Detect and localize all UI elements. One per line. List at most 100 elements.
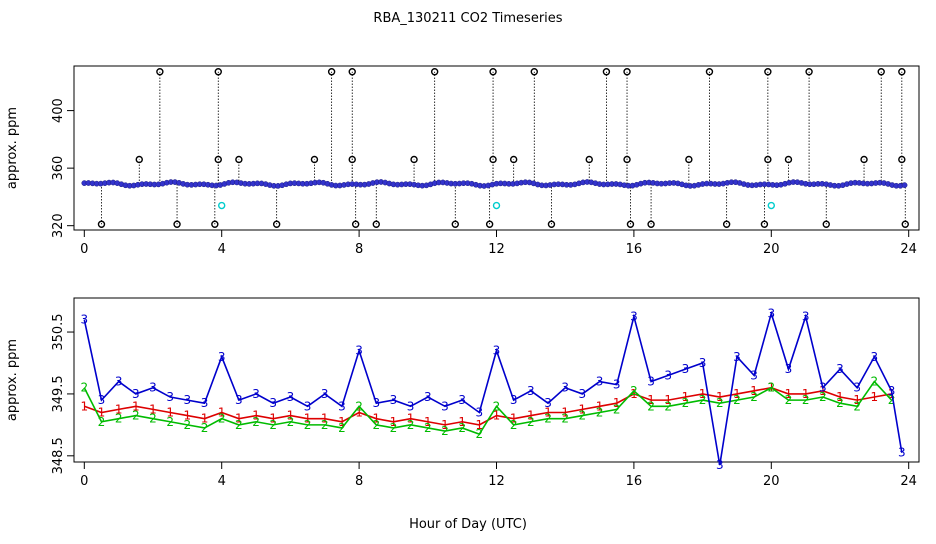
series-2-marker: 2 xyxy=(613,402,621,416)
mid-outlier-point xyxy=(898,155,906,164)
series-2-marker: 2 xyxy=(819,390,827,404)
y-tick-label: 348.5 xyxy=(51,437,66,474)
series-3-marker: 3 xyxy=(664,368,672,382)
series-3-marker: 3 xyxy=(716,458,724,472)
series-3-marker: 3 xyxy=(476,405,484,419)
series-2-marker: 2 xyxy=(682,396,690,410)
raw-data-point xyxy=(901,182,908,188)
mid-outlier-point xyxy=(764,155,772,164)
series-1-marker: 1 xyxy=(355,405,363,419)
high-outlier-point xyxy=(348,68,356,76)
high-outlier-point xyxy=(623,68,631,76)
series-3-marker: 3 xyxy=(269,396,277,410)
cyan-point xyxy=(492,201,501,210)
series-1-marker: 1 xyxy=(579,402,587,416)
series-3-marker: 3 xyxy=(166,390,174,404)
mid-outlier-point xyxy=(214,155,222,164)
series-2-marker: 2 xyxy=(458,421,466,435)
series-1-marker: 1 xyxy=(819,384,827,398)
series-3-line xyxy=(83,310,903,466)
series-2-marker: 2 xyxy=(476,427,484,441)
series-2-marker: 2 xyxy=(750,390,758,404)
series-3-marker: 3 xyxy=(836,362,844,376)
x-tick-label: 8 xyxy=(355,474,363,489)
mid-outlier-point xyxy=(135,155,143,164)
series-2-marker: 2 xyxy=(269,418,277,432)
low-outlier-point xyxy=(547,220,556,228)
series-1-marker: 1 xyxy=(544,405,552,419)
low-outlier-point xyxy=(451,220,459,228)
series-3-marker: 3 xyxy=(819,381,827,395)
low-outlier-point xyxy=(97,220,106,228)
series-3-marker: 3 xyxy=(235,393,243,407)
series-3-marker: 3 xyxy=(613,378,621,392)
series-2-marker: 2 xyxy=(287,415,295,429)
series-2-marker: 2 xyxy=(871,375,879,389)
mid-outlier-point xyxy=(410,155,418,164)
series-3-marker: 3 xyxy=(544,396,552,410)
mid-outlier-point xyxy=(860,155,868,164)
series-1-marker: 1 xyxy=(785,387,793,401)
series-3-marker: 3 xyxy=(115,375,123,389)
high-outlier-point xyxy=(805,68,813,76)
series-2-marker: 2 xyxy=(201,421,209,435)
series-1-marker: 1 xyxy=(407,412,415,426)
series-2-marker: 2 xyxy=(98,415,106,429)
high-outlier-point xyxy=(214,68,222,76)
x-tick-label: 24 xyxy=(900,242,917,257)
high-outlier-point xyxy=(327,68,336,76)
series-3-marker: 3 xyxy=(682,362,690,376)
series-2-marker: 2 xyxy=(888,393,896,407)
series-3-marker: 3 xyxy=(802,310,810,324)
series-3-marker: 3 xyxy=(596,375,604,389)
high-outlier-point xyxy=(156,68,164,76)
y-axis-label: approx. ppm xyxy=(5,339,20,421)
series-2-marker: 2 xyxy=(664,399,672,413)
x-tick-label: 24 xyxy=(900,474,917,489)
series-3-marker: 3 xyxy=(424,390,432,404)
high-outlier-point xyxy=(602,68,611,76)
series-1-marker: 1 xyxy=(235,412,243,426)
low-outlier-point xyxy=(211,220,219,228)
y-tick-label: 360 xyxy=(51,156,66,181)
series-1-marker: 1 xyxy=(458,415,466,429)
series-2-marker: 2 xyxy=(184,418,192,432)
series-3-marker: 3 xyxy=(458,393,466,407)
x-tick-label: 12 xyxy=(488,242,505,257)
series-2-marker: 2 xyxy=(407,418,415,432)
x-tick-label: 20 xyxy=(763,242,780,257)
series-1-marker: 1 xyxy=(853,393,861,407)
high-outlier-point xyxy=(877,68,885,76)
series-3-marker: 3 xyxy=(218,350,226,364)
series-1-marker: 1 xyxy=(115,402,123,416)
series-3-marker: 3 xyxy=(338,399,346,413)
low-outlier-point xyxy=(722,220,731,228)
series-2-marker: 2 xyxy=(441,424,449,438)
x-tick-label: 0 xyxy=(80,242,88,257)
series-1-marker: 1 xyxy=(390,415,398,429)
series-1-marker: 1 xyxy=(321,412,329,426)
y-axis-label: approx. ppm xyxy=(5,107,20,189)
series-1-marker: 1 xyxy=(716,390,724,404)
series-3-marker: 3 xyxy=(321,387,329,401)
series-1-marker: 1 xyxy=(613,396,621,410)
x-axis-label: Hour of Day (UTC) xyxy=(409,517,527,532)
series-1-marker: 1 xyxy=(682,390,690,404)
series-2-marker: 2 xyxy=(424,421,432,435)
x-tick-label: 12 xyxy=(488,474,505,489)
series-3-marker: 3 xyxy=(871,350,879,364)
series-1-marker: 1 xyxy=(647,393,655,407)
series-3-marker: 3 xyxy=(579,387,587,401)
series-2-marker: 2 xyxy=(355,399,363,413)
mid-outlier-point xyxy=(489,155,497,164)
y-tick-label: 320 xyxy=(51,213,66,238)
mid-outlier-point xyxy=(348,155,356,164)
mid-outlier-point xyxy=(310,155,319,164)
series-2-marker: 2 xyxy=(579,409,587,423)
series-1-marker: 1 xyxy=(664,393,672,407)
plot-frame xyxy=(73,65,920,231)
series-2-marker: 2 xyxy=(527,415,535,429)
series-1-marker: 1 xyxy=(252,409,260,423)
x-tick-label: 4 xyxy=(218,242,226,257)
